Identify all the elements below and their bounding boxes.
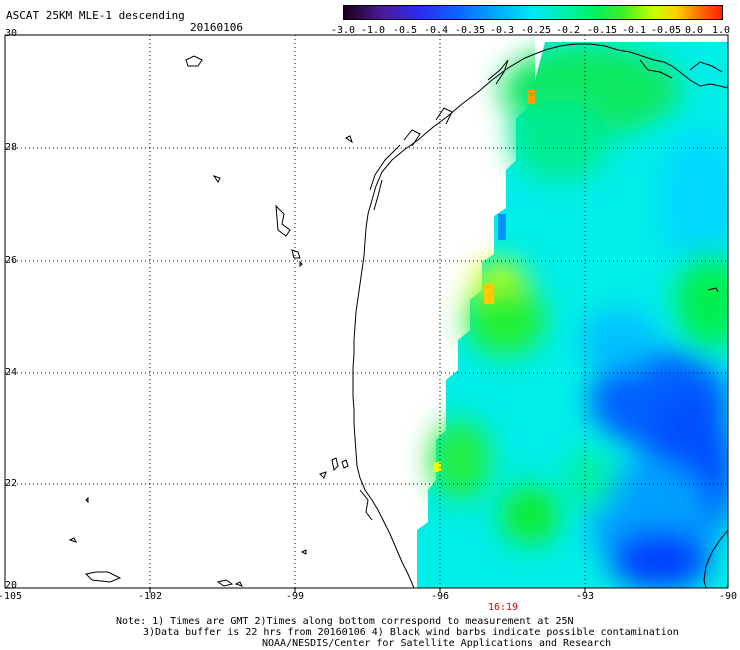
lon-label: -99 [285,591,305,602]
lon-label: -102 [137,591,163,602]
colorbar-label: -0.2 [555,25,581,36]
lat-lon-grid [5,35,728,588]
lon-label: -96 [430,591,450,602]
colorbar-labels: -3.0 -1.0 -0.5 -0.4 -0.35 -0.3 -0.25 -0.… [330,25,740,37]
lon-label: -105 [0,591,23,602]
colorbar-label: -0.25 [520,25,552,36]
note-line-2: 3)Data buffer is 22 hrs from 20160106 4)… [143,627,679,638]
colorbar-label: -1.0 [360,25,386,36]
pass-time-label: 16:19 [487,602,519,613]
colorbar-label: -0.1 [621,25,647,36]
lon-label: -93 [575,591,595,602]
lat-label: 20 [5,580,18,591]
map-frame [4,34,729,589]
land-mask [535,35,728,80]
note-line-1: Note: 1) Times are GMT 2)Times along bot… [116,616,574,627]
colorbar-label: 0.0 [684,25,704,36]
map-date: 20160106 [190,21,243,34]
colorbar-label: -0.4 [423,25,449,36]
colorbar-label: -3.0 [330,25,356,36]
colorbar-label: 1.0 [711,25,731,36]
colorbar-label: -0.3 [489,25,515,36]
coastline [68,43,728,588]
wind-swath [417,42,728,588]
lat-label: 22 [5,478,18,489]
colorbar-label: -0.15 [586,25,618,36]
lat-label: 30 [5,28,18,39]
colorbar-label: -0.35 [454,25,486,36]
colorbar-label: -0.05 [650,25,682,36]
lat-label: 26 [5,255,18,266]
lat-label: 28 [5,142,18,153]
lat-label: 24 [5,367,18,378]
colorbar-label: -0.5 [392,25,418,36]
note-line-3: NOAA/NESDIS/Center for Satellite Applica… [262,638,612,649]
lon-label: -90 [718,591,738,602]
map-title: ASCAT 25KM MLE-1 descending [6,9,185,22]
colorbar [343,5,723,20]
